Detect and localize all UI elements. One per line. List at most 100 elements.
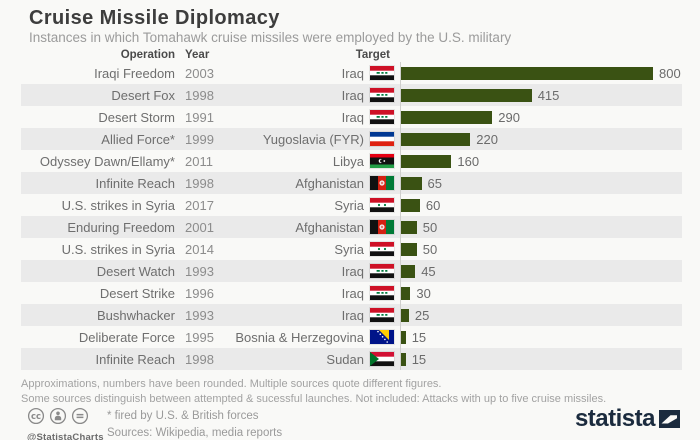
statista-wordmark: statista xyxy=(574,405,656,432)
value-label: 25 xyxy=(414,307,430,323)
value-label: 220 xyxy=(476,131,498,147)
target-label: Yugoslavia (FYR) xyxy=(262,131,364,147)
bar-track: 220 xyxy=(400,128,682,150)
page-subtitle: Instances in which Tomahawk cruise missi… xyxy=(29,30,512,45)
license-block: cc @StatistaCharts xyxy=(27,407,104,440)
target-label: Iraq xyxy=(341,65,364,81)
operation-label: U.S. strikes in Syria xyxy=(61,241,175,257)
afghanistan-flag-icon xyxy=(370,176,394,190)
table-row: Bushwhacker 1993 Iraq 25 xyxy=(21,304,682,326)
sources-note: Sources: Wikipedia, media reports xyxy=(107,426,283,439)
target-label: Libya xyxy=(332,153,364,169)
table-row: Desert Watch 1993 Iraq 45 xyxy=(21,260,682,282)
year-label: 2017 xyxy=(185,197,214,213)
value-label: 160 xyxy=(457,153,480,169)
year-label: 1991 xyxy=(185,109,214,125)
page-title: Cruise Missile Diplomacy xyxy=(29,7,280,29)
operation-label: Desert Storm xyxy=(98,109,175,125)
column-header-operation: Operation xyxy=(120,49,175,61)
asterisk-note: * fired by U.S. & British forces xyxy=(107,410,259,422)
year-label: 2011 xyxy=(185,153,213,169)
bar-track: 15 xyxy=(400,326,682,348)
target-label: Afghanistan xyxy=(295,219,364,235)
target-label: Iraq xyxy=(341,285,364,301)
year-label: 1993 xyxy=(185,307,214,323)
value-label: 60 xyxy=(425,197,441,213)
bar-track: 290 xyxy=(400,106,682,128)
target-label: Syria xyxy=(334,241,364,257)
operation-label: Enduring Freedom xyxy=(67,219,175,235)
cc-icon: cc xyxy=(27,407,45,430)
bar-track: 45 xyxy=(400,260,682,282)
operation-label: Desert Fox xyxy=(111,87,175,103)
iraq-flag-icon xyxy=(370,66,394,80)
value-bar xyxy=(401,330,406,344)
value-label: 800 xyxy=(659,65,681,81)
bar-track: 15 xyxy=(400,348,682,370)
operation-label: Bushwhacker xyxy=(96,307,175,323)
bar-track: 25 xyxy=(400,304,682,326)
cc-by-person-icon xyxy=(49,407,67,430)
cc-license-icons: cc xyxy=(27,407,104,430)
syria-flag-icon xyxy=(370,198,394,212)
operation-label: U.S. strikes in Syria xyxy=(61,197,175,213)
value-label: 30 xyxy=(416,285,431,301)
target-label: Bosnia & Herzegovina xyxy=(235,329,364,345)
value-bar xyxy=(401,220,417,234)
iraq-flag-icon xyxy=(370,308,394,322)
bar-track: 800 xyxy=(400,62,682,84)
value-label: 65 xyxy=(427,175,442,191)
year-label: 2014 xyxy=(185,241,214,257)
value-bar xyxy=(401,132,471,146)
svg-text:cc: cc xyxy=(31,412,41,422)
value-label: 415 xyxy=(537,87,560,103)
table-row: Infinite Reach 1998 Sudan 15 xyxy=(21,348,682,370)
operation-label: Infinite Reach xyxy=(95,175,176,191)
bar-track: 30 xyxy=(400,282,682,304)
attribution-block: * fired by U.S. & British forces Sources… xyxy=(107,408,282,440)
operation-label: Odyssey Dawn/Ellamy* xyxy=(39,153,175,169)
target-label: Syria xyxy=(334,197,364,213)
value-label: 50 xyxy=(422,219,438,235)
operation-label: Desert Watch xyxy=(96,263,175,279)
operation-label: Iraqi Freedom xyxy=(94,65,175,81)
operation-label: Deliberate Force xyxy=(78,329,175,345)
iraq-flag-icon xyxy=(370,264,394,278)
yugoslavia-flag-icon xyxy=(370,132,394,146)
target-label: Iraq xyxy=(341,307,364,323)
value-bar xyxy=(401,308,409,322)
table-row: Allied Force* 1999 Yugoslavia (FYR) 220 xyxy=(21,128,682,150)
table-row: Enduring Freedom 2001 Afghanistan 50 xyxy=(21,216,682,238)
bar-track: 50 xyxy=(400,216,682,238)
value-bar xyxy=(401,110,493,124)
value-bar xyxy=(401,352,406,366)
value-bar xyxy=(401,198,420,212)
table-row: Desert Storm 1991 Iraq 290 xyxy=(21,106,682,128)
value-bar xyxy=(401,88,532,102)
target-label: Sudan xyxy=(326,351,364,367)
value-bar xyxy=(401,264,416,278)
table-row: Infinite Reach 1998 Afghanistan 65 xyxy=(21,172,682,194)
statista-charts-handle: @StatistaCharts xyxy=(27,432,104,440)
iraq-flag-icon xyxy=(370,286,394,300)
sudan-flag-icon xyxy=(370,352,394,366)
value-bar xyxy=(401,176,422,190)
target-label: Iraq xyxy=(341,109,364,125)
year-label: 1996 xyxy=(185,285,214,301)
target-label: Iraq xyxy=(341,87,364,103)
column-header-year: Year xyxy=(185,49,210,61)
target-label: Iraq xyxy=(341,263,364,279)
year-label: 2001 xyxy=(185,219,214,235)
footnote-line: Some sources distinguish between attempt… xyxy=(21,392,607,405)
year-label: 1998 xyxy=(185,351,214,367)
table-row: Deliberate Force 1995 Bosnia & Herzegovina… xyxy=(21,326,682,348)
value-label: 50 xyxy=(422,241,438,257)
table-row: Iraqi Freedom 2003 Iraq 800 xyxy=(21,62,682,84)
year-label: 1995 xyxy=(185,329,214,345)
statista-logo: statista xyxy=(575,407,680,431)
table-row: U.S. strikes in Syria 2014 Syria 50 xyxy=(21,238,682,260)
bar-track: 50 xyxy=(400,238,682,260)
value-label: 290 xyxy=(498,109,520,125)
bar-track: 65 xyxy=(400,172,682,194)
